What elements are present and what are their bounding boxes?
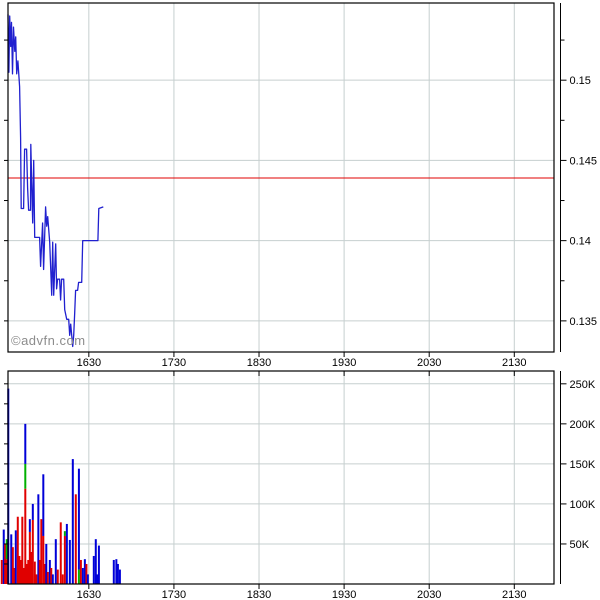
volume-bar-sell bbox=[11, 547, 14, 584]
price-x-label: 2030 bbox=[417, 357, 441, 369]
volume-bar-sell bbox=[30, 551, 33, 584]
volume-x-label: 1630 bbox=[77, 589, 101, 600]
volume-bar-sell bbox=[35, 574, 38, 584]
volume-bar-buy bbox=[24, 423, 27, 464]
volume-y-label: 250K bbox=[570, 379, 596, 391]
volume-bar-sell bbox=[24, 488, 27, 584]
volume-bar-buy bbox=[112, 559, 115, 584]
volume-bar-sell bbox=[25, 563, 28, 584]
volume-bar-buy bbox=[45, 543, 48, 584]
volume-bar-buy bbox=[81, 567, 84, 584]
volume-bar-buy bbox=[51, 574, 54, 584]
volume-bar-buy bbox=[54, 539, 57, 584]
volume-bar-buy bbox=[28, 519, 31, 532]
volume-bar-sell bbox=[33, 561, 36, 584]
volume-bar-sell bbox=[42, 535, 45, 584]
volume-y-label: 150K bbox=[570, 459, 596, 471]
volume-y-label: 50K bbox=[570, 539, 590, 551]
volume-x-label: 2030 bbox=[417, 589, 441, 600]
volume-bar-sell bbox=[22, 567, 25, 584]
volume-bar-buy bbox=[94, 539, 97, 584]
volume-bar-sell bbox=[31, 519, 34, 584]
volume-bar-buy bbox=[83, 559, 86, 584]
volume-bar-buy bbox=[31, 503, 34, 520]
volume-y-label: 200K bbox=[570, 419, 596, 431]
volume-bar-sell bbox=[56, 569, 59, 584]
volume-bar-sell bbox=[18, 555, 21, 584]
volume-x-label: 1730 bbox=[162, 589, 186, 600]
volume-bar-buy bbox=[97, 545, 100, 584]
volume-bar-sell bbox=[19, 559, 22, 584]
volume-bar-buy bbox=[86, 574, 89, 584]
volume-bar-sell bbox=[63, 535, 66, 584]
volume-bar-buy bbox=[115, 559, 118, 584]
volume-bar-neutral bbox=[5, 539, 8, 560]
volume-bar-buy bbox=[10, 534, 13, 584]
volume-bar-buy bbox=[96, 574, 99, 584]
volume-bar-sell bbox=[13, 567, 16, 584]
volume-bar-sell bbox=[5, 559, 8, 584]
volume-bar-neutral bbox=[77, 569, 80, 584]
price-x-label: 1630 bbox=[77, 357, 101, 369]
volume-bar-buy bbox=[2, 529, 5, 584]
volume-y-label: 100K bbox=[570, 499, 596, 511]
volume-bar-buy bbox=[37, 494, 40, 584]
volume-bar-sell bbox=[0, 559, 3, 584]
volume-bar-buy bbox=[14, 530, 17, 584]
price-line bbox=[7, 14, 104, 348]
advfn-watermark: ©advfn.com bbox=[11, 333, 86, 348]
price-x-label: 2130 bbox=[502, 357, 526, 369]
volume-bar-sell bbox=[50, 567, 53, 584]
price-x-label: 1730 bbox=[162, 357, 186, 369]
volume-plot-border bbox=[7, 370, 555, 585]
volume-bar-neutral bbox=[63, 531, 66, 536]
price-y-label: 0.135 bbox=[570, 316, 598, 328]
volume-bar-sell bbox=[59, 522, 62, 584]
volume-bar-buy bbox=[48, 559, 51, 584]
volume-bar-buy bbox=[116, 563, 119, 584]
volume-bar-buy bbox=[68, 539, 71, 584]
price-y-label: 0.14 bbox=[570, 236, 591, 248]
volume-x-label: 1930 bbox=[332, 589, 356, 600]
volume-bar-buy bbox=[118, 569, 121, 584]
volume-bar-sell bbox=[46, 571, 49, 584]
volume-bar-sell bbox=[28, 531, 31, 584]
volume-bar-sell bbox=[21, 516, 24, 584]
volume-x-label: 1830 bbox=[247, 589, 271, 600]
volume-bar-sell bbox=[61, 574, 64, 584]
volume-bar-sell bbox=[27, 559, 30, 584]
volume-bar-buy bbox=[71, 459, 74, 584]
volume-bar-buy bbox=[42, 474, 45, 536]
volume-bar-buy bbox=[77, 468, 80, 570]
volume-bar-sell bbox=[16, 516, 19, 584]
price-y-label: 0.15 bbox=[570, 75, 591, 87]
volume-x-label: 2130 bbox=[502, 589, 526, 600]
volume-bar-sell bbox=[40, 519, 43, 584]
price-plot-border bbox=[7, 2, 555, 353]
volume-bar-sell bbox=[74, 494, 77, 584]
volume-bar-buy bbox=[65, 523, 68, 584]
volume-bar-sell bbox=[85, 563, 88, 584]
price-y-label: 0.145 bbox=[570, 155, 598, 167]
volume-bar-sell bbox=[79, 559, 82, 584]
volume-bar-buy bbox=[92, 555, 95, 584]
price-x-label: 1930 bbox=[332, 357, 356, 369]
price-x-label: 1830 bbox=[247, 357, 271, 369]
volume-bar-sell bbox=[38, 559, 41, 584]
volume-bar-neutral bbox=[24, 463, 27, 489]
volume-bar-sell bbox=[43, 563, 46, 584]
